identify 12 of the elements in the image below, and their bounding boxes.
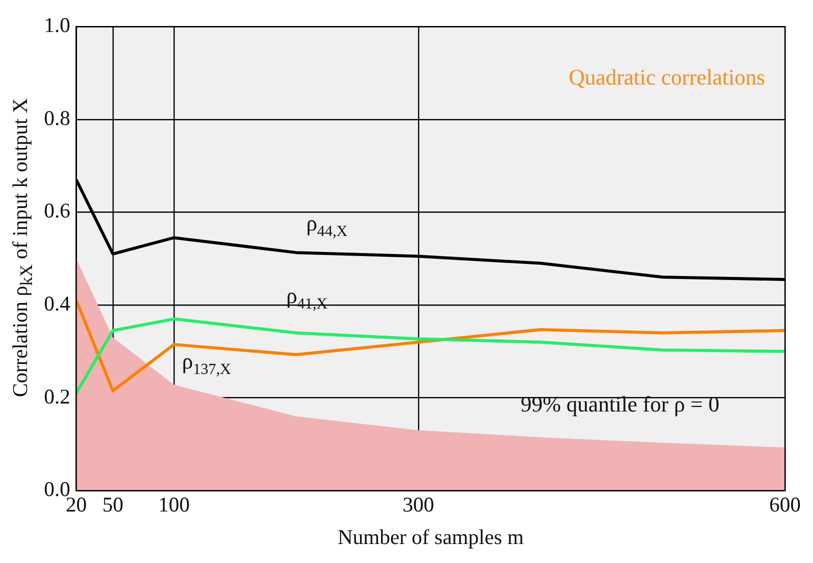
y-tick-label: 0.8: [44, 106, 70, 130]
x-tick-label: 50: [102, 492, 124, 517]
y-tick-label: 0.6: [44, 198, 70, 223]
x-tick-label: 100: [158, 492, 190, 517]
y-tick-label: 0.2: [44, 384, 70, 408]
x-axis-title: Number of samples m: [338, 524, 524, 549]
series-label: 99% quantile for ρ = 0: [520, 392, 720, 417]
annotation: Quadratic correlations: [568, 64, 765, 90]
y-tick-label: 1.0: [44, 13, 70, 38]
x-tick-label: 300: [402, 492, 434, 517]
y-tick-label: 0.4: [44, 292, 71, 316]
x-tick-label: 600: [769, 492, 801, 517]
